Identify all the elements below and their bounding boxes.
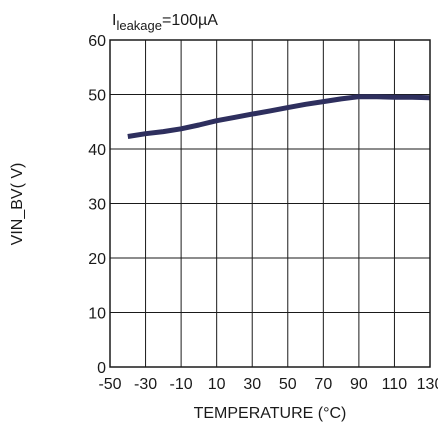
- x-tick-label: -50: [98, 376, 121, 393]
- x-tick-label: 130: [417, 376, 438, 393]
- y-tick-label: 20: [88, 251, 106, 268]
- y-tick-label: 40: [88, 142, 106, 159]
- series-lines: [127, 94, 431, 139]
- x-tick-label: 10: [208, 376, 226, 393]
- leakage-annotation: Ileakage=100µA: [112, 12, 218, 33]
- annotation-suffix: =100µA: [162, 12, 218, 29]
- grid: [109, 39, 431, 368]
- x-axis-title: TEMPERATURE (°C): [194, 405, 347, 422]
- y-tick-label: 50: [88, 88, 106, 105]
- annotation-main: I: [112, 12, 116, 29]
- x-tick-label: 70: [314, 376, 332, 393]
- x-tick-label: 30: [243, 376, 261, 393]
- plot-frame: [109, 39, 431, 368]
- x-tick-label: 110: [382, 376, 408, 393]
- y-tick-label: 60: [88, 33, 106, 50]
- x-tick-label: -10: [170, 376, 193, 393]
- tick-labels: -50 -30 -10 10 30 50 70 90 110 130 0 10 20 30 40 50 60: [88, 33, 438, 393]
- x-tick-label: 50: [279, 376, 297, 393]
- x-tick-label: 90: [350, 376, 368, 393]
- y-tick-label: 0: [97, 360, 106, 377]
- annotation-subscript: leakage: [116, 18, 162, 33]
- series-line: [127, 94, 431, 139]
- y-tick-label: 10: [88, 306, 106, 323]
- y-tick-label: 30: [88, 197, 106, 214]
- y-axis-title: VIN_BV( V): [9, 163, 26, 246]
- x-tick-label: -30: [134, 376, 157, 393]
